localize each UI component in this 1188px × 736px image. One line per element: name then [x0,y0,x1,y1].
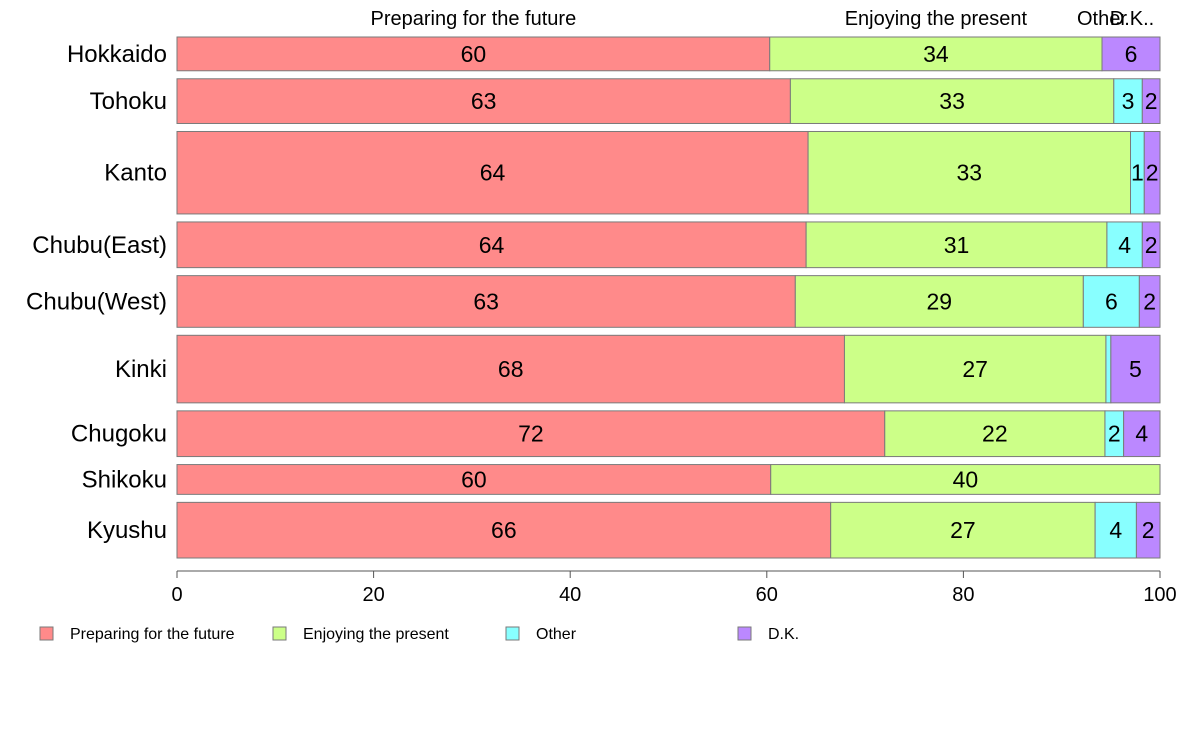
x-tick-label-0: 0 [171,584,182,606]
x-tick-label-40: 40 [559,584,581,606]
bars [176,36,1161,559]
bar-shikoku-enjoying-the-present [770,464,1161,495]
data-label-kyushu-enjoying-the-present: 27 [950,517,976,543]
bar-chubu-west-other [1082,275,1140,328]
top-label-other: Other [1077,8,1127,30]
bar-kinki-preparing-for-the-future [176,334,845,404]
data-label-hokkaido-preparing-for-the-future: 60 [461,41,487,67]
bar-kinki-other [1105,334,1112,404]
top-label-enjoying-the-present: Enjoying the present [845,8,1028,30]
category-label-kanto: Kanto [104,160,167,187]
bar-chubu-west-preparing-for-the-future [176,275,796,328]
legend-swatch-preparing-for-the-future [39,626,54,641]
bar-chubu-west-enjoying-the-present [794,275,1084,328]
bar-chubu-east-enjoying-the-present [805,221,1108,269]
x-tick-label-80: 80 [952,584,974,606]
bar-chubu-east-d-k [1141,221,1161,269]
data-label-shikoku-enjoying-the-present: 40 [953,466,979,492]
data-label-kanto-enjoying-the-present: 33 [957,160,983,186]
data-label-chubu-west-enjoying-the-present: 29 [927,288,953,314]
bar-tohoku-enjoying-the-present [789,78,1115,124]
bar-kyushu-preparing-for-the-future [176,501,832,559]
bar-tohoku-other [1113,78,1143,124]
category-label-shikoku: Shikoku [82,466,167,493]
category-label-chubu-east: Chubu(East) [32,232,167,259]
data-label-chubu-west-d-k: 2 [1143,288,1156,314]
data-label-chugoku-enjoying-the-present: 22 [982,421,1008,447]
bar-kyushu-d-k [1135,501,1161,559]
bar-chugoku-preparing-for-the-future [176,410,886,458]
category-label-kinki: Kinki [115,356,167,383]
data-label-kinki-preparing-for-the-future: 68 [498,356,524,382]
top-labels: Preparing for the future Enjoying the pre… [371,8,1155,30]
data-label-chugoku-d-k: 4 [1135,421,1148,447]
data-label-chubu-east-d-k: 2 [1145,232,1158,258]
bar-hokkaido-enjoying-the-present [769,36,1103,72]
x-tick-label-60: 60 [756,584,778,606]
bar-kanto-enjoying-the-present [807,130,1132,215]
legend-label-other: Other [536,626,577,643]
data-label-chugoku-other: 2 [1108,421,1121,447]
legend-swatch-other [505,626,520,641]
data-label-tohoku-enjoying-the-present: 33 [939,88,965,114]
data-label-chubu-east-enjoying-the-present: 31 [944,232,970,258]
category-label-tohoku: Tohoku [90,88,167,115]
data-label-kanto-other: 1 [1131,160,1144,186]
x-tick-label-100: 100 [1143,584,1176,606]
data-label-tohoku-d-k: 2 [1145,88,1158,114]
bar-hokkaido-d-k [1101,36,1161,72]
legend-label-d-k: D.K. [768,626,799,643]
data-label-chubu-west-preparing-for-the-future: 63 [473,288,499,314]
data-label-shikoku-preparing-for-the-future: 60 [461,466,487,492]
bar-chugoku-enjoying-the-present [884,410,1106,458]
segment-labels: 60 34 663 33 3 264 33 1 264 31 4 263 29 6 268 27 572 22 2 4… [461,41,1159,543]
bar-chubu-east-preparing-for-the-future [176,221,807,269]
bar-kanto-d-k [1143,130,1161,215]
x-tick-label-20: 20 [362,584,384,606]
data-label-hokkaido-d-k: 6 [1125,41,1138,67]
bar-kinki-d-k [1110,334,1161,404]
top-label-preparing-for-the-future: Preparing for the future [371,8,577,30]
bar-chugoku-d-k [1123,410,1161,458]
data-label-chubu-west-other: 6 [1105,288,1118,314]
data-label-hokkaido-enjoying-the-present: 34 [923,41,949,67]
data-label-kyushu-d-k: 2 [1142,517,1155,543]
data-label-tohoku-preparing-for-the-future: 63 [471,88,497,114]
category-label-hokkaido: Hokkaido [67,41,167,68]
bar-kanto-preparing-for-the-future [176,130,809,215]
x-axis: 0 20 40 60 80 100 [171,570,1177,606]
data-label-chugoku-preparing-for-the-future: 72 [518,421,544,447]
bar-chubu-west-d-k [1138,275,1161,328]
bar-shikoku-preparing-for-the-future [176,464,772,495]
data-label-kanto-d-k: 2 [1146,160,1159,186]
legend-label-preparing-for-the-future: Preparing for the future [70,626,235,643]
bar-kyushu-other [1094,501,1137,559]
data-label-chubu-east-other: 4 [1118,232,1131,258]
legend-swatch-d-k [737,626,752,641]
bar-kyushu-enjoying-the-present [830,501,1096,559]
data-label-kinki-enjoying-the-present: 27 [962,356,988,382]
top-label-d-k: D.K.. [1110,8,1154,30]
data-label-kinki-d-k: 5 [1129,356,1142,382]
data-label-chubu-east-preparing-for-the-future: 64 [479,232,505,258]
bar-kinki-enjoying-the-present [843,334,1107,404]
data-label-tohoku-other: 3 [1122,88,1135,114]
category-label-chugoku: Chugoku [71,421,167,448]
data-label-kyushu-other: 4 [1109,517,1122,543]
category-labels: Hokkaido Tohoku Kanto Chubu(East) Chubu(West… [26,41,167,544]
legend-label-enjoying-the-present: Enjoying the present [303,626,449,643]
data-label-kyushu-preparing-for-the-future: 66 [491,517,517,543]
data-label-kanto-preparing-for-the-future: 64 [480,160,506,186]
bar-tohoku-d-k [1141,78,1161,124]
legend: Preparing for the future Enjoying the pre… [39,626,799,643]
category-label-kyushu: Kyushu [87,517,167,544]
legend-swatch-enjoying-the-present [272,626,287,641]
category-label-chubu-west: Chubu(West) [26,288,167,315]
